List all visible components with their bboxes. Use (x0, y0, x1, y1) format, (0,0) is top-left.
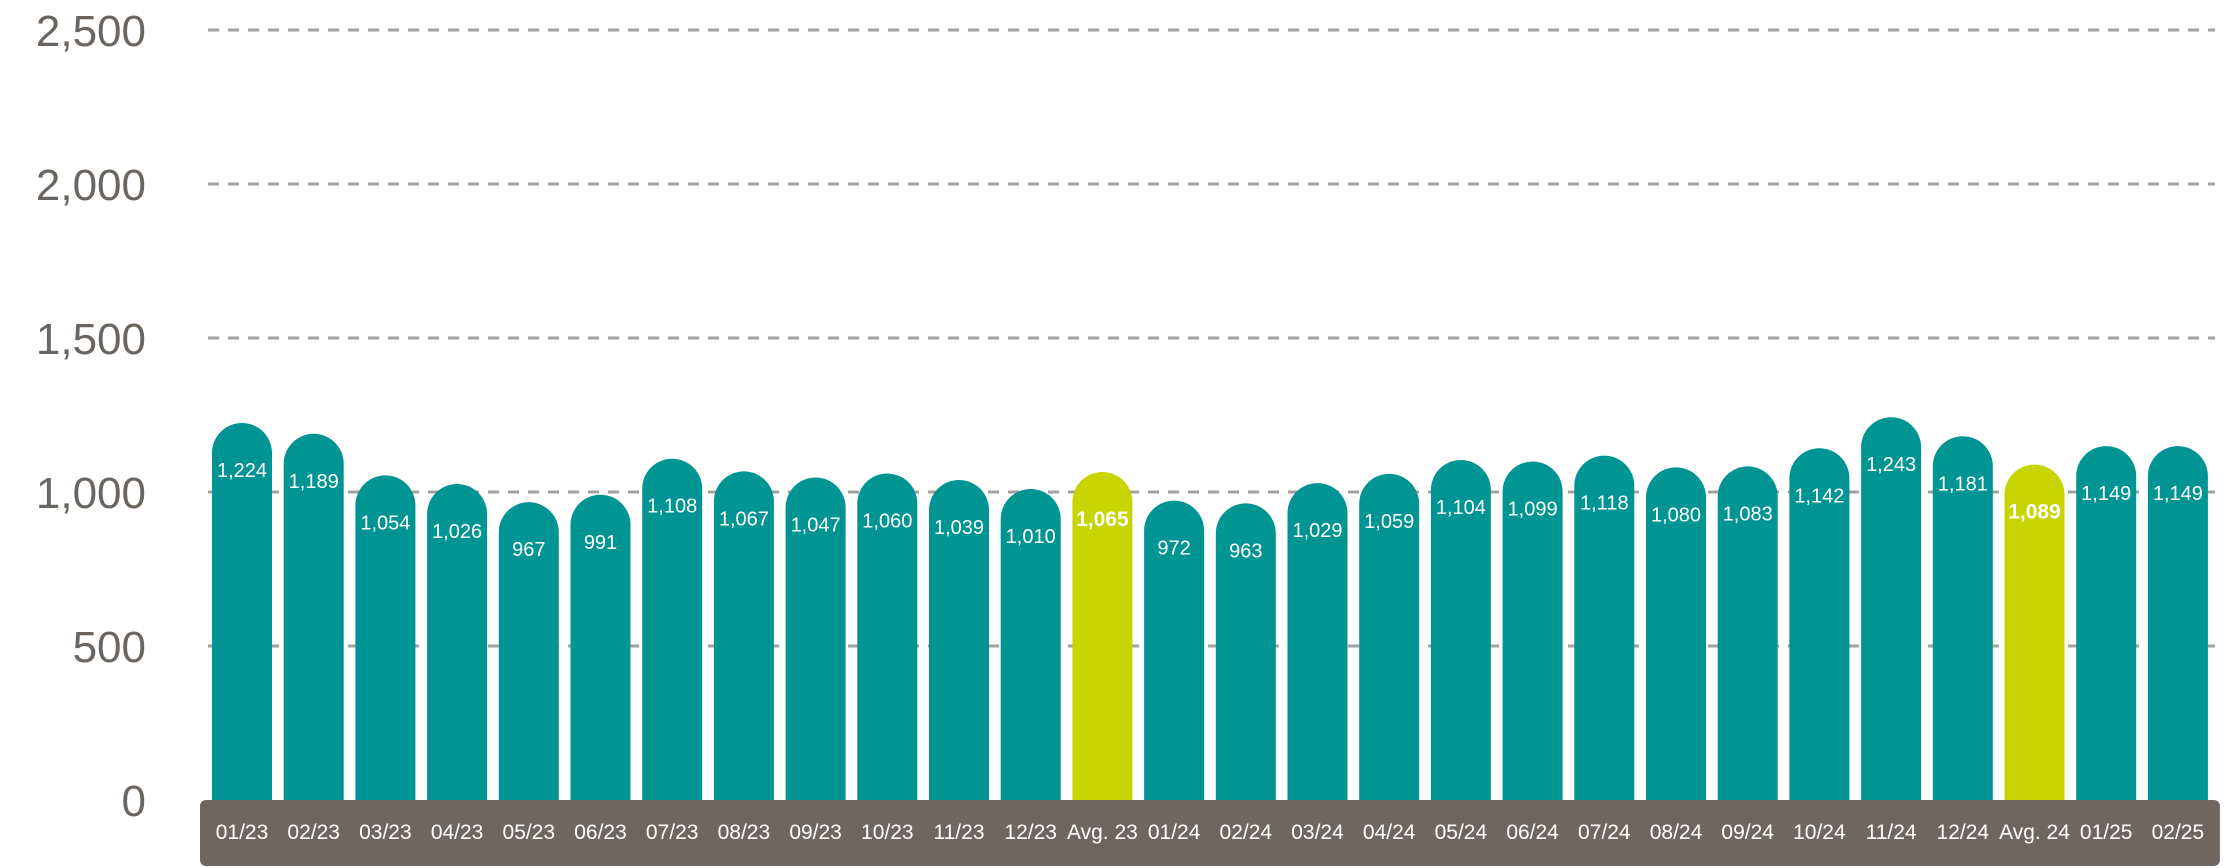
bar-03-23 (355, 475, 416, 800)
bar-08-24 (1646, 467, 1706, 800)
x-tick-label-01-23: 01/23 (216, 821, 269, 844)
bar-10-23 (857, 473, 918, 800)
x-tick-label-11-23: 11/23 (934, 821, 985, 844)
x-tick-label-10-24: 10/24 (1793, 821, 1846, 844)
bar-05-23 (498, 502, 559, 800)
bar-12-24 (1932, 436, 1993, 800)
value-label-12-23: 1,010 (1006, 526, 1056, 548)
y-tick-label-1500: 1,500 (36, 315, 146, 364)
bar-09-23 (785, 477, 846, 800)
x-tick-label-09-24: 09/24 (1721, 821, 1774, 844)
value-label-02-23: 1,189 (289, 471, 339, 493)
value-label-12-24: 1,181 (1938, 473, 1988, 495)
value-label-07-24: 1,118 (1580, 493, 1629, 515)
x-tick-label-05-24: 05/24 (1435, 821, 1488, 844)
x-tick-label-12-23: 12/23 (1004, 821, 1057, 844)
x-tick-label-avg-23: Avg. 23 (1067, 821, 1138, 844)
bar-01-24 (1144, 500, 1205, 800)
x-axis-band (200, 800, 2220, 866)
value-label-02-24: 963 (1229, 540, 1262, 562)
bar-08-23 (713, 471, 774, 800)
value-label-09-23: 1,047 (791, 515, 841, 537)
value-label-08-24: 1,080 (1651, 504, 1701, 526)
x-tick-label-08-24: 08/24 (1650, 821, 1703, 844)
value-label-01-23: 1,224 (217, 460, 267, 482)
bar-07-24 (1574, 455, 1635, 800)
bar-avg-23 (1072, 471, 1133, 800)
x-tick-label-03-24: 03/24 (1291, 821, 1344, 844)
value-label-11-24: 1,243 (1866, 454, 1916, 476)
value-label-08-23: 1,067 (719, 508, 769, 530)
value-label-04-23: 1,026 (432, 521, 482, 543)
value-label-02-25: 1,149 (2153, 483, 2203, 505)
value-label-10-23: 1,060 (862, 511, 912, 533)
value-label-04-24: 1,059 (1364, 511, 1414, 533)
bar-06-24 (1502, 461, 1563, 800)
y-tick-label-500: 500 (73, 623, 146, 672)
value-label-09-24: 1,083 (1723, 503, 1773, 525)
value-label-11-23: 1,039 (934, 517, 984, 539)
x-tick-label-01-25: 01/25 (2080, 821, 2133, 844)
value-label-avg-24: 1,089 (2008, 501, 2061, 524)
bar-09-24 (1717, 466, 1778, 800)
x-tick-label-07-24: 07/24 (1578, 821, 1631, 844)
x-tick-label-10-23: 10/23 (861, 821, 914, 844)
bar-11-24 (1861, 417, 1922, 800)
x-tick-label-04-23: 04/23 (431, 821, 484, 844)
x-tick-label-02-25: 02/25 (2152, 821, 2205, 844)
bar-07-23 (642, 458, 703, 800)
value-label-avg-23: 1,065 (1076, 508, 1129, 531)
y-axis-tick-labels: 0 500 1,000 1,500 2,000 2,500 (36, 7, 146, 826)
value-label-03-24: 1,029 (1292, 520, 1342, 542)
x-tick-label-03-23: 03/23 (359, 821, 412, 844)
x-tick-label-06-24: 06/24 (1506, 821, 1559, 844)
bar-01-25 (2076, 446, 2137, 800)
bar-10-24 (1789, 448, 1850, 800)
bar-avg-24 (2004, 464, 2065, 800)
x-tick-label-08-23: 08/23 (718, 821, 771, 844)
value-label-10-24: 1,142 (1794, 485, 1844, 507)
gridlines (208, 28, 2215, 648)
x-tick-label-02-24: 02/24 (1220, 821, 1273, 844)
bar-02-25 (2147, 446, 2208, 800)
bar-02-23 (283, 433, 344, 800)
value-label-03-23: 1,054 (360, 512, 410, 534)
x-tick-label-avg-24: Avg. 24 (1999, 821, 2070, 844)
x-tick-label-04-24: 04/24 (1363, 821, 1416, 844)
bars (212, 417, 2208, 800)
value-label-01-25: 1,149 (2081, 483, 2131, 505)
bar-12-23 (1000, 488, 1061, 800)
value-label-06-24: 1,099 (1508, 499, 1558, 521)
bar-11-23 (929, 480, 989, 800)
bar-04-23 (427, 483, 488, 800)
bar-06-23 (570, 494, 631, 800)
y-tick-label-0: 0 (122, 777, 146, 826)
y-tick-label-2500: 2,500 (36, 7, 146, 56)
value-label-06-23: 991 (584, 532, 617, 554)
x-tick-label-09-23: 09/23 (789, 821, 842, 844)
x-tick-label-12-24: 12/24 (1937, 821, 1990, 844)
bar-01-23 (212, 423, 272, 800)
bar-02-24 (1215, 503, 1276, 800)
y-tick-label-2000: 2,000 (36, 161, 146, 210)
x-axis-tick-labels: 01/23 02/23 03/23 04/23 05/23 06/23 07/23 08/23… (216, 821, 2204, 844)
y-tick-label-1000: 1,000 (36, 469, 146, 518)
x-tick-label-07-23: 07/23 (646, 821, 699, 844)
x-tick-label-02-23: 02/23 (287, 821, 340, 844)
x-tick-label-06-23: 06/23 (574, 821, 627, 844)
x-tick-label-11-24: 11/24 (1866, 821, 1917, 844)
value-label-01-24: 972 (1157, 538, 1190, 560)
bar-03-24 (1287, 483, 1348, 800)
value-labels: 1,224 1,189 1,054 1,026 967 991 1,108 1,067 1,04… (217, 454, 2203, 562)
bar-04-24 (1359, 473, 1420, 800)
value-label-07-23: 1,108 (647, 496, 697, 518)
value-label-05-24: 1,104 (1436, 497, 1486, 519)
value-label-05-23: 967 (512, 539, 545, 561)
x-tick-label-05-23: 05/23 (503, 821, 556, 844)
x-tick-label-01-24: 01/24 (1148, 821, 1201, 844)
bar-05-24 (1430, 459, 1491, 800)
